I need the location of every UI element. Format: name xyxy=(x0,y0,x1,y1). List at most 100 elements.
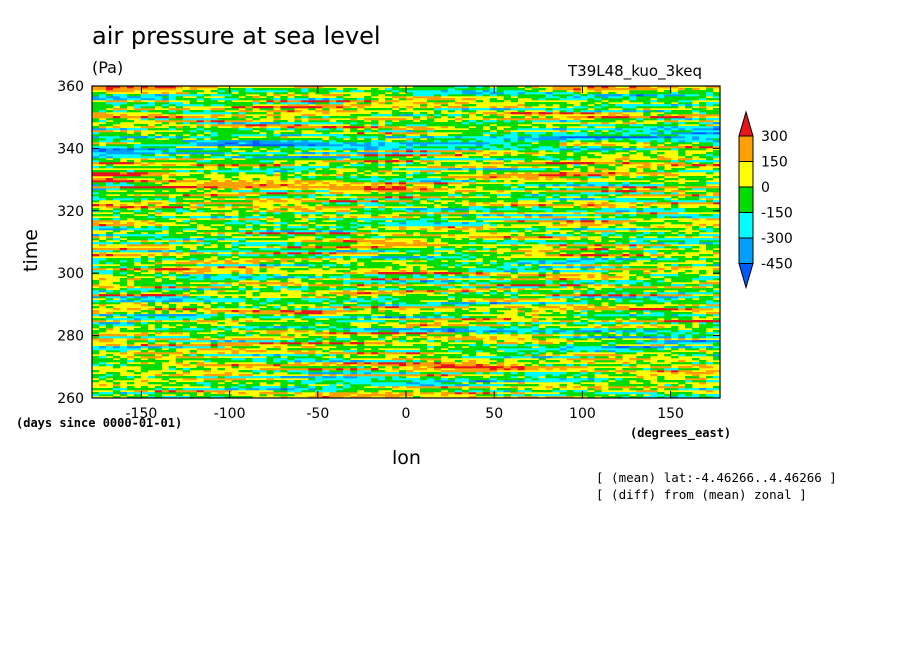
heatmap-cell xyxy=(371,114,393,117)
heatmap-cell xyxy=(643,202,672,205)
heatmap-cell xyxy=(92,336,100,339)
heatmap-cell xyxy=(231,188,239,191)
heatmap-cell xyxy=(538,274,546,277)
heatmap-cell xyxy=(510,326,518,329)
heatmap-cell xyxy=(301,342,309,345)
heatmap-cell xyxy=(713,154,721,157)
heatmap-cell xyxy=(245,150,253,153)
heatmap-cell xyxy=(671,196,679,199)
heatmap-cell xyxy=(594,372,602,375)
heatmap-cell xyxy=(468,214,477,217)
heatmap-cell xyxy=(447,218,477,221)
heatmap-cell xyxy=(189,268,211,271)
heatmap-cell xyxy=(385,244,449,247)
heatmap-cell xyxy=(385,100,400,103)
heatmap-cell xyxy=(664,298,672,301)
heatmap-cell xyxy=(489,204,504,207)
heatmap-cell xyxy=(210,90,218,93)
heatmap-cell xyxy=(601,244,630,247)
heatmap-cell xyxy=(92,350,100,353)
heatmap-cell xyxy=(287,306,295,309)
heatmap-cell xyxy=(489,276,511,279)
heatmap-cell xyxy=(461,350,477,353)
heatmap-cell xyxy=(454,384,470,387)
heatmap-cell xyxy=(538,134,553,137)
heatmap-cell xyxy=(489,308,511,311)
heatmap-cell xyxy=(419,392,435,395)
heatmap-cell xyxy=(433,348,442,351)
heatmap-cell xyxy=(545,252,560,255)
heatmap-cell xyxy=(699,122,714,125)
heatmap-cell xyxy=(468,170,477,173)
heatmap-cell xyxy=(538,342,553,345)
heatmap-cell xyxy=(343,176,351,179)
heatmap-cell xyxy=(426,130,435,133)
heatmap-cell xyxy=(531,332,539,335)
heatmap-cell xyxy=(343,358,351,361)
heatmap-cell xyxy=(210,116,218,119)
heatmap-cell xyxy=(454,332,470,335)
heatmap-cell xyxy=(175,316,211,319)
heatmap-cell xyxy=(622,236,630,239)
heatmap-cell xyxy=(580,192,623,195)
heatmap-cell xyxy=(231,286,239,289)
heatmap-cell xyxy=(378,202,400,205)
heatmap-cell xyxy=(182,140,197,143)
heatmap-cell xyxy=(196,138,204,141)
heatmap-cell xyxy=(175,310,184,313)
heatmap-cell xyxy=(287,126,295,129)
heatmap-cell xyxy=(357,290,365,293)
heatmap-cell xyxy=(426,246,435,249)
heatmap-cell xyxy=(713,326,721,329)
heatmap-cell xyxy=(531,356,553,359)
heatmap-cell xyxy=(203,328,211,331)
heatmap-cell xyxy=(126,266,142,269)
heatmap-cell xyxy=(482,120,498,123)
heatmap-cell xyxy=(399,164,407,167)
heatmap-cell xyxy=(92,306,100,309)
heatmap-cell xyxy=(524,354,532,357)
heatmap-cell xyxy=(412,86,456,89)
heatmap-cell xyxy=(671,314,679,317)
heatmap-cell xyxy=(350,182,365,185)
heatmap-cell xyxy=(552,160,560,163)
heatmap-cell xyxy=(196,170,204,173)
heatmap-cell xyxy=(489,264,504,267)
heatmap-cell xyxy=(517,360,539,363)
heatmap-cell xyxy=(503,236,511,239)
heatmap-cell xyxy=(329,152,358,155)
heatmap-cell xyxy=(301,176,309,179)
heatmap-cell xyxy=(475,94,484,97)
heatmap-cell xyxy=(336,198,351,201)
heatmap-cell xyxy=(692,88,700,91)
heatmap-cell xyxy=(364,274,386,277)
heatmap-cell xyxy=(601,110,623,113)
heatmap-cell xyxy=(154,98,163,101)
heatmap-cell xyxy=(566,188,574,191)
heatmap-cell xyxy=(224,174,239,177)
heatmap-cell xyxy=(664,232,672,235)
heatmap-cell xyxy=(517,198,539,201)
heatmap-cell xyxy=(608,350,616,353)
heatmap-cell xyxy=(531,230,546,233)
heatmap-cell xyxy=(468,254,484,257)
heatmap-cell xyxy=(92,320,107,323)
heatmap-cell xyxy=(105,96,121,99)
heatmap-cell xyxy=(189,292,204,295)
heatmap-cell xyxy=(503,318,511,321)
heatmap-cell xyxy=(266,182,274,185)
heatmap-cell xyxy=(259,254,267,257)
heatmap-cell xyxy=(406,340,421,343)
heatmap-cell xyxy=(315,190,330,193)
heatmap-cell xyxy=(196,230,239,233)
heatmap-cell xyxy=(433,384,456,387)
heatmap-cell xyxy=(238,216,246,219)
heatmap-cell xyxy=(622,192,630,195)
heatmap-cell xyxy=(713,278,721,281)
heatmap-cell xyxy=(433,248,456,251)
heatmap-cell xyxy=(92,270,114,273)
heatmap-cell xyxy=(266,332,281,335)
heatmap-cell xyxy=(699,180,707,183)
heatmap-cell xyxy=(168,198,177,201)
heatmap-cell xyxy=(168,234,211,237)
